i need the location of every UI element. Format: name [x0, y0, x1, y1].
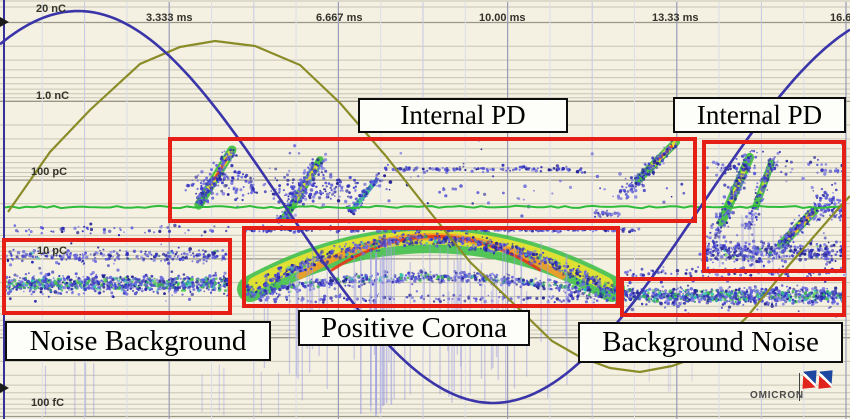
label-noise-background: Noise Background [5, 321, 271, 361]
region-internal-pd-left [168, 137, 697, 223]
y-axis-label: 10 pC [37, 245, 67, 257]
label-positive-corona: Positive Corona [298, 310, 530, 346]
x-axis-label: 6.667 ms [316, 12, 363, 24]
y-axis-label: 1.0 nC [36, 90, 70, 102]
omicron-flag-icon [802, 370, 817, 389]
label-internal-pd-right: Internal PD [673, 97, 846, 133]
omicron-logo-divider [799, 373, 800, 401]
region-noise-background [2, 238, 232, 315]
region-background-noise [620, 277, 846, 317]
label-background-noise: Background Noise [578, 322, 843, 363]
x-axis-label: 16.6 [830, 12, 850, 24]
y-axis-label: 100 fC [31, 397, 65, 409]
omicron-flag-icon [818, 370, 833, 389]
region-internal-pd-right [702, 140, 846, 273]
y-axis-label: 20 nC [36, 3, 66, 15]
x-axis-label: 3.333 ms [146, 12, 193, 24]
x-axis-label: 13.33 ms [652, 12, 699, 24]
omicron-logo: OMICRON [746, 370, 838, 404]
y-axis-label: 100 pC [31, 166, 68, 178]
x-axis-label: 10.00 ms [479, 12, 526, 24]
label-internal-pd-left: Internal PD [358, 98, 568, 133]
pd-scatter-dots [1, 138, 847, 318]
region-positive-corona [242, 226, 620, 308]
omicron-logo-text: OMICRON [750, 390, 804, 401]
omicron-flag-icon [802, 370, 833, 389]
